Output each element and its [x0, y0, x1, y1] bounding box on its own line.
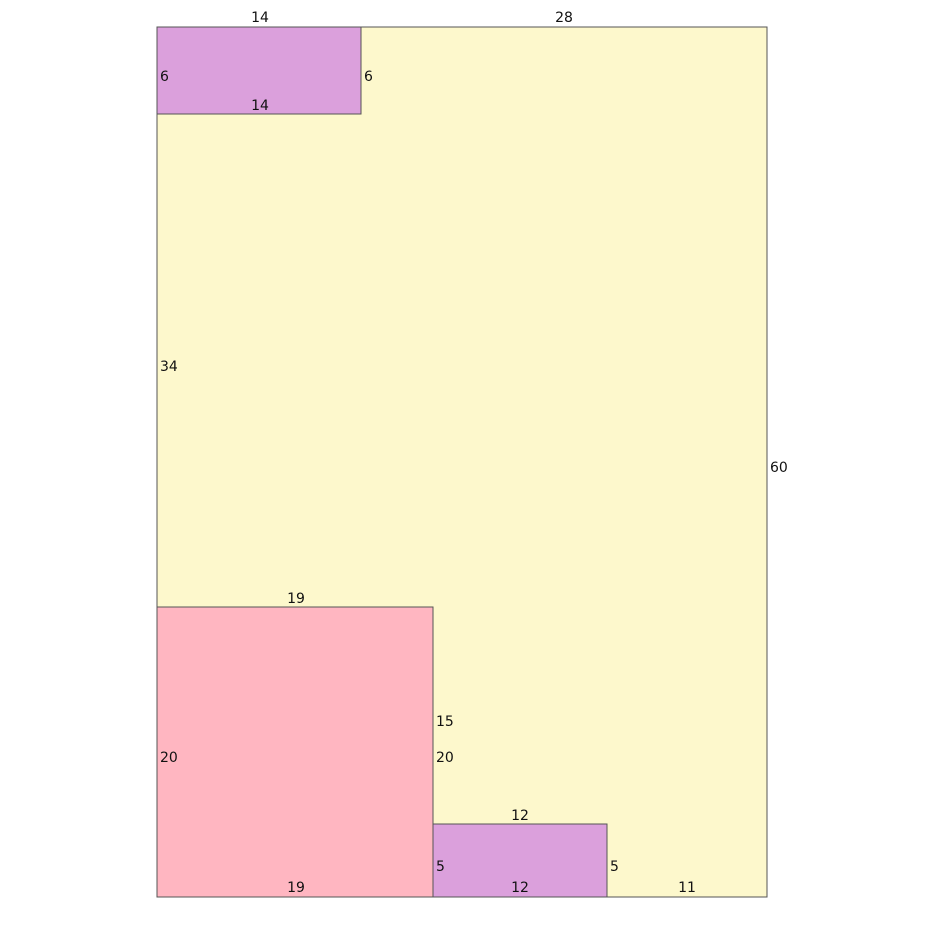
- bottom-purple-region: [432, 823, 608, 898]
- pink-left-label: 20: [160, 750, 178, 766]
- pink-right-label: 20: [436, 750, 454, 766]
- pink-right-upper-label: 15: [436, 714, 454, 730]
- pink-top-label: 19: [287, 591, 305, 607]
- bottom-purple-left-label: 5: [436, 859, 445, 875]
- outer-top-left-label: 14: [251, 10, 269, 26]
- pink-bottom-label: 19: [287, 880, 305, 896]
- top-purple-bottom-label: 14: [251, 98, 269, 114]
- top-purple-region: [156, 26, 362, 115]
- outer-bottom-right-label: 11: [678, 880, 696, 896]
- outer-right-label: 60: [770, 460, 788, 476]
- bottom-purple-bottom-label: 12: [511, 880, 529, 896]
- top-purple-right-label: 6: [364, 69, 373, 85]
- bottom-purple-right-label: 5: [610, 859, 619, 875]
- pink-region: [156, 606, 434, 898]
- outer-left-middle-label: 34: [160, 359, 178, 375]
- outer-top-right-label: 28: [555, 10, 573, 26]
- top-purple-left-label: 6: [160, 69, 169, 85]
- bottom-purple-top-label: 12: [511, 808, 529, 824]
